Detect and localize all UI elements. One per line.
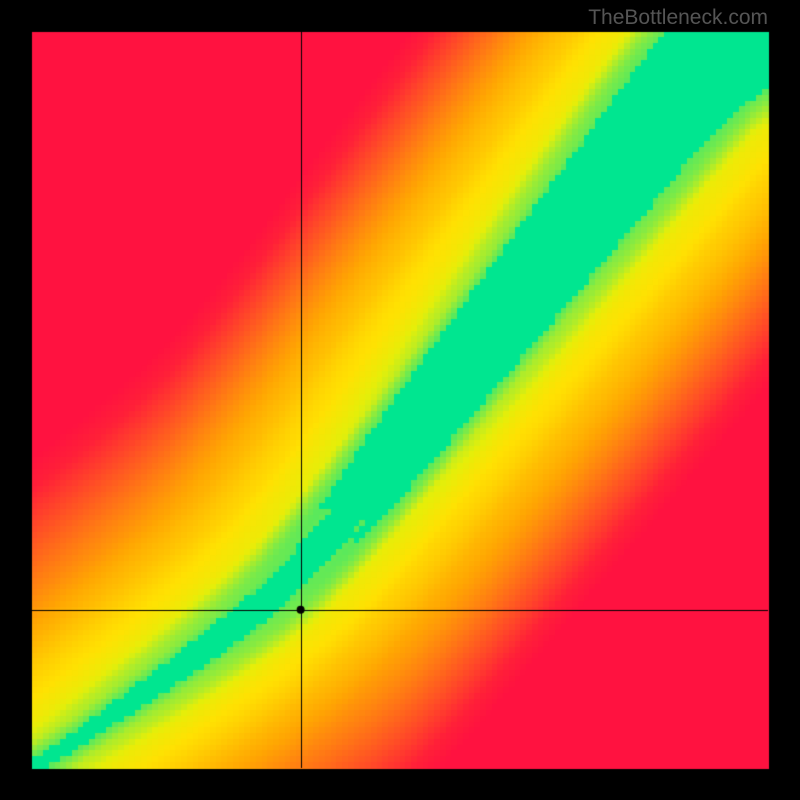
bottleneck-heatmap xyxy=(0,0,800,800)
watermark-text: TheBottleneck.com xyxy=(588,6,768,30)
chart-container: TheBottleneck.com xyxy=(0,0,800,800)
